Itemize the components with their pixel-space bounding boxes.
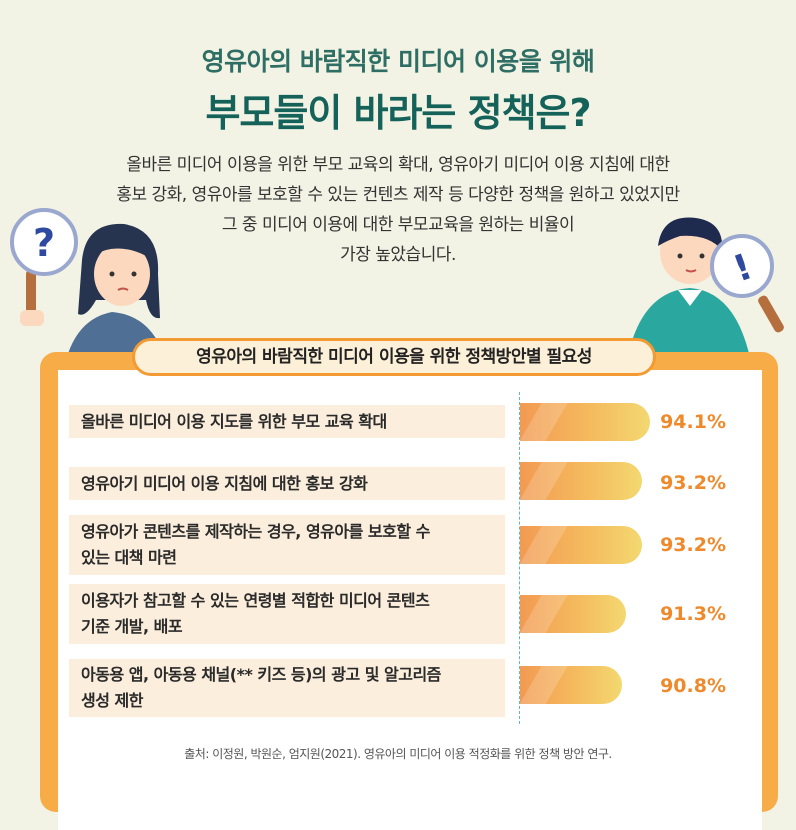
sign-stick	[26, 270, 36, 320]
intro-line: 올바른 미디어 이용을 위한 부모 교육의 확대, 영유아기 미디어 이용 지침…	[126, 155, 670, 175]
category-label-line: 있는 대책 마련	[81, 548, 177, 567]
category-label-line: 영유아가 콘텐츠를 제작하는 경우, 영유아를 보호할 수	[81, 522, 430, 541]
category-label-line: 이용자가 참고할 수 있는 연령별 적합한 미디어 콘텐츠	[81, 591, 430, 610]
mother-illustration: ?	[10, 208, 170, 380]
category-label-line: 영유아기 미디어 이용 지침에 대한 홍보 강화	[81, 473, 368, 493]
eye-icon	[109, 271, 115, 277]
intro-text: 올바른 미디어 이용을 위한 부모 교육의 확대, 영유아기 미디어 이용 지침…	[40, 150, 756, 270]
mother-face	[94, 242, 150, 306]
chart-title: 영유아의 바람직한 미디어 이용을 위한 정책방안별 필요성	[132, 338, 656, 376]
question-mark-icon: ?	[33, 221, 55, 265]
page-title: 부모들이 바라는 정책은?	[205, 91, 591, 135]
exclamation-sign	[710, 234, 774, 298]
father-hair	[658, 217, 723, 250]
intro-line: 홍보 강화, 영유아를 보호할 수 있는 컨텐츠 제작 등 다양한 정책을 원하…	[116, 185, 680, 205]
intro-line: 그 중 미디어 이용에 대한 부모교육을 원하는 비율이	[221, 215, 575, 235]
category-label-line: 생성 제한	[81, 691, 143, 710]
category-label-line: 아동용 앱, 아동용 채널(** 키즈 등)의 광고 및 알고리즘	[81, 665, 441, 684]
category-label: 올바른 미디어 이용 지도를 위한 부모 교육 확대	[69, 405, 505, 438]
value-label: 94.1%	[660, 411, 726, 433]
eye-icon	[677, 253, 683, 259]
mother-bangs	[92, 237, 150, 258]
intro-line: 가장 높았습니다.	[340, 245, 456, 265]
eye-icon	[131, 271, 137, 277]
collar-icon	[678, 290, 702, 306]
category-label-line: 기준 개발, 배포	[81, 617, 183, 636]
mouth-icon	[685, 269, 697, 273]
bar	[520, 666, 622, 704]
bar	[520, 526, 643, 564]
category-label: 영유아기 미디어 이용 지침에 대한 홍보 강화	[69, 467, 505, 500]
category-text: 올바른 미디어 이용 지도를 위한 부모 교육 확대	[81, 409, 387, 435]
mouth-icon	[117, 287, 129, 291]
value-label: 91.3%	[660, 603, 726, 625]
value-label: 93.2%	[660, 534, 726, 556]
source-note: 출처: 이정원, 박원순, 엄지원(2021). 영유아의 미디어 이용 적정화…	[184, 747, 612, 761]
category-text: 영유아기 미디어 이용 지침에 대한 홍보 강화	[81, 471, 368, 497]
bar	[520, 595, 627, 633]
page-subtitle: 영유아의 바람직한 미디어 이용을 위해	[201, 47, 595, 76]
eye-icon	[699, 253, 705, 259]
mother-hand	[20, 310, 44, 326]
bar	[520, 462, 643, 500]
category-label-line: 올바른 미디어 이용 지도를 위한 부모 교육 확대	[81, 411, 387, 431]
value-label: 93.2%	[660, 472, 726, 494]
question-sign	[10, 208, 78, 276]
bar	[520, 403, 650, 441]
value-label: 90.8%	[660, 675, 726, 697]
sign-stick	[758, 295, 784, 333]
